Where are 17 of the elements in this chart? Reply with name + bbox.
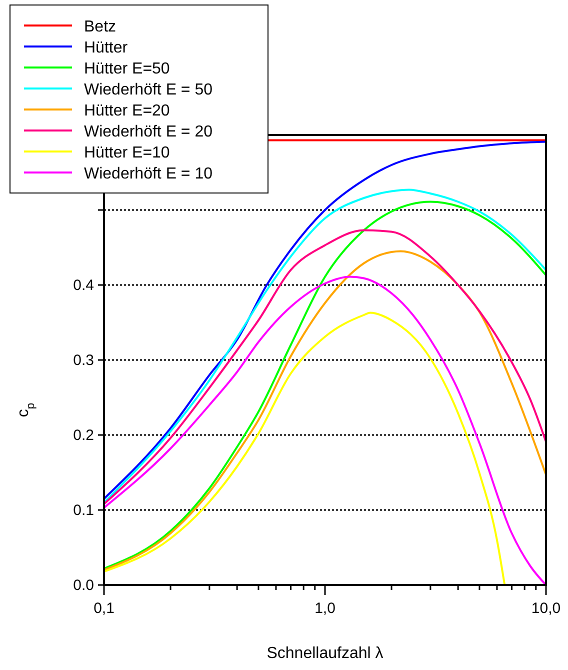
legend-label: Wiederhöft E = 10 [84,166,213,182]
x-axis-title: Schnellaufzahl λ [266,645,384,662]
legend-label: Wiederhöft E = 50 [84,82,213,98]
x-tick-label: 0,1 [94,600,114,617]
legend-label: Hütter E=10 [84,144,170,162]
legend-label: Hütter [84,40,128,56]
x-tick-label: 10,0 [531,600,561,617]
y-tick-label: 0.1 [73,502,94,519]
legend-label: Hütter E=20 [84,102,170,120]
y-tick-label: 0.2 [73,427,94,444]
x-tick-label: 1,0 [314,600,336,617]
y-tick-label: 0.4 [73,277,94,294]
y-tick-label: 0.0 [73,577,94,594]
y-tick-label: 0.3 [73,352,94,369]
legend-label: Wiederhöft E = 20 [84,124,213,140]
legend-label: Betz [84,18,116,36]
legend-label: Hütter E=50 [84,60,170,78]
